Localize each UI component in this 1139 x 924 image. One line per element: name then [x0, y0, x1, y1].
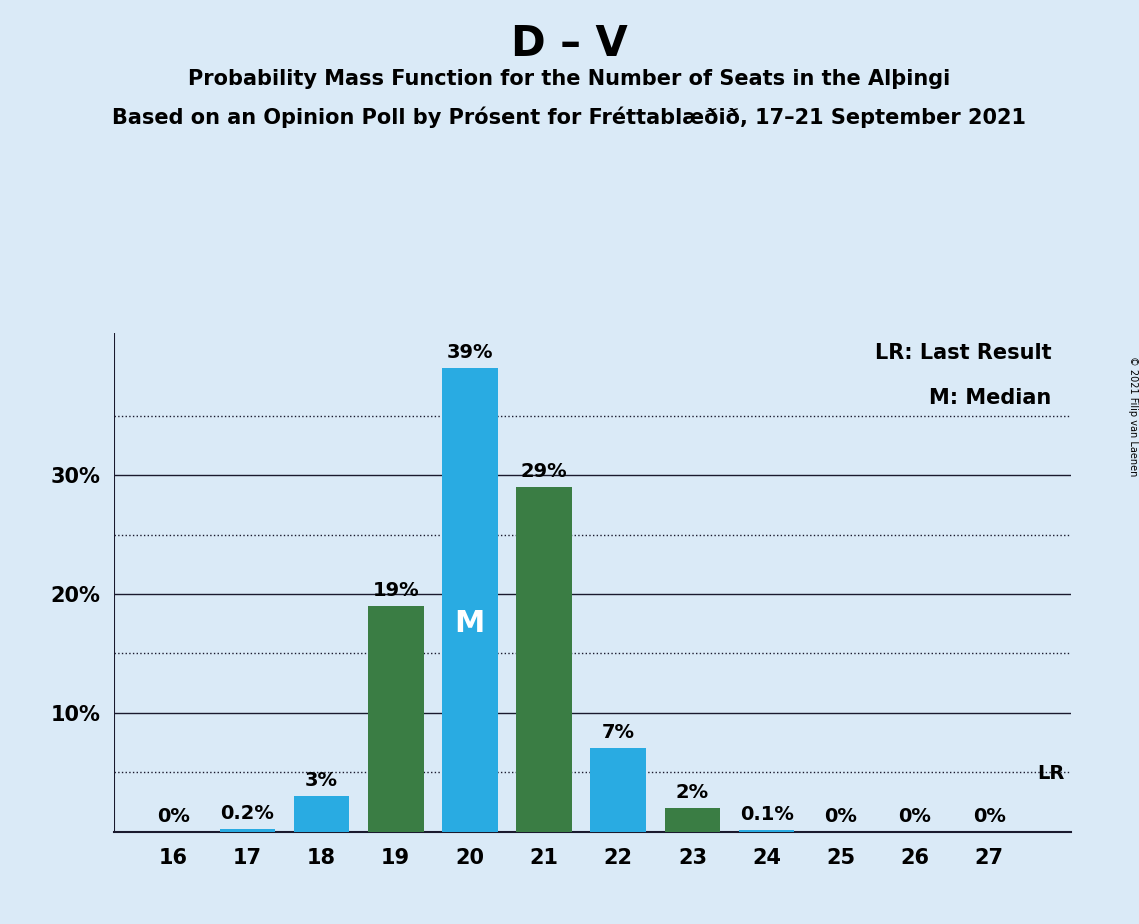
Text: Based on an Opinion Poll by Prósent for Fréttablæðið, 17–21 September 2021: Based on an Opinion Poll by Prósent for … [113, 106, 1026, 128]
Bar [220, 829, 276, 832]
Text: 29%: 29% [521, 462, 567, 481]
Text: M: M [454, 609, 485, 638]
Text: M: Median: M: Median [929, 387, 1051, 407]
Text: 0%: 0% [157, 807, 190, 826]
Text: 0%: 0% [899, 807, 932, 826]
Bar [442, 369, 498, 832]
Bar [294, 796, 350, 832]
Text: LR: Last Result: LR: Last Result [875, 343, 1051, 362]
Text: 3%: 3% [305, 771, 338, 790]
Bar [516, 487, 572, 832]
Text: © 2021 Filip van Laenen: © 2021 Filip van Laenen [1129, 356, 1138, 476]
Text: LR: LR [1038, 764, 1065, 784]
Text: 0.1%: 0.1% [739, 806, 794, 824]
Text: 39%: 39% [446, 344, 493, 362]
Text: 19%: 19% [372, 581, 419, 600]
Text: D – V: D – V [511, 23, 628, 65]
Bar [590, 748, 646, 832]
Text: 2%: 2% [675, 783, 708, 802]
Text: 0.2%: 0.2% [221, 804, 274, 823]
Text: 7%: 7% [601, 723, 634, 743]
Bar [739, 831, 794, 832]
Bar [664, 808, 720, 832]
Text: 0%: 0% [973, 807, 1006, 826]
Bar [368, 606, 424, 832]
Text: Probability Mass Function for the Number of Seats in the Alþingi: Probability Mass Function for the Number… [188, 69, 951, 90]
Text: 0%: 0% [825, 807, 858, 826]
